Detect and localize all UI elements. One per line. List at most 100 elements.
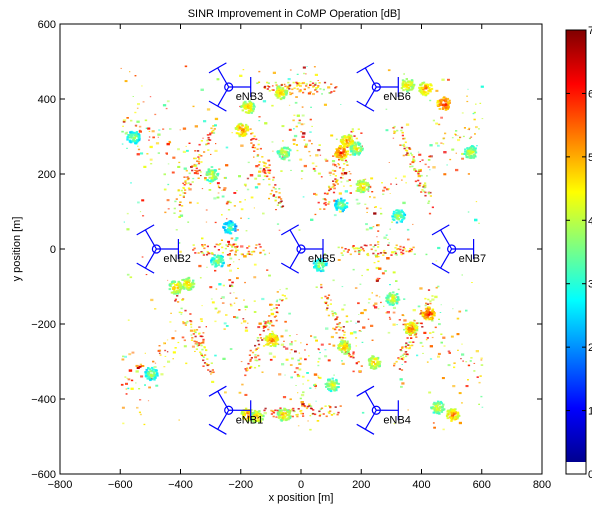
heatmap-cell: [274, 409, 277, 412]
heatmap-cell: [281, 156, 284, 158]
heatmap-cell: [332, 344, 336, 347]
heatmap-cell: [288, 335, 291, 337]
heatmap-hotspot-cell: [244, 123, 248, 126]
heatmap-hotspot-cell: [207, 170, 211, 173]
heatmap-cell: [142, 215, 145, 217]
heatmap-cell: [332, 155, 335, 157]
heatmap-hotspot-cell: [401, 210, 404, 213]
heatmap-hotspot-cell: [241, 412, 244, 414]
heatmap-hotspot-cell: [392, 294, 395, 297]
heatmap-cell: [275, 335, 278, 337]
heatmap-cell: [243, 320, 247, 323]
heatmap-cell: [370, 177, 374, 180]
heatmap-cell: [252, 137, 255, 140]
heatmap-cell: [177, 148, 180, 151]
heatmap-cell: [288, 312, 291, 315]
heatmap-cell: [345, 320, 349, 323]
heatmap-cell: [244, 368, 247, 370]
heatmap-cell: [253, 276, 257, 279]
heatmap-hotspot-cell: [284, 415, 287, 418]
heatmap-hotspot-cell: [213, 254, 216, 257]
heatmap-cell: [389, 284, 391, 286]
heatmap-hotspot-cell: [409, 88, 413, 91]
heatmap-hotspot-cell: [446, 97, 450, 100]
heatmap-cell: [414, 170, 417, 172]
heatmap-hotspot-cell: [324, 383, 327, 386]
heatmap-cell: [405, 347, 408, 349]
heatmap-hotspot-cell: [250, 103, 253, 105]
heatmap-hotspot-cell: [340, 349, 343, 352]
heatmap-hotspot-cell: [446, 410, 449, 413]
heatmap-cell: [262, 168, 266, 170]
station-label: eNB6: [383, 91, 411, 103]
heatmap-cell: [447, 364, 451, 367]
heatmap-hotspot-cell: [314, 262, 317, 265]
heatmap-cell: [419, 287, 423, 290]
heatmap-cell: [275, 84, 278, 86]
heatmap-cell: [352, 356, 355, 359]
heatmap-cell: [331, 312, 334, 315]
heatmap-cell: [280, 200, 283, 202]
heatmap-cell: [364, 178, 367, 180]
heatmap-cell: [177, 189, 180, 191]
heatmap-cell: [218, 187, 221, 189]
heatmap-cell: [244, 281, 246, 284]
heatmap-cell: [293, 371, 297, 373]
heatmap-cell: [253, 366, 257, 369]
heatmap-cell: [204, 178, 207, 181]
heatmap-hotspot-cell: [246, 412, 249, 415]
heatmap-cell: [262, 168, 266, 171]
heatmap-hotspot-cell: [283, 146, 287, 149]
heatmap-cell: [405, 123, 410, 126]
heatmap-cell: [154, 362, 157, 364]
heatmap-hotspot-cell: [322, 269, 325, 272]
heatmap-cell: [308, 355, 310, 357]
heatmap-cell: [352, 130, 355, 132]
heatmap-cell: [211, 252, 214, 254]
heatmap-cell: [352, 370, 355, 373]
heatmap-hotspot-cell: [242, 417, 246, 420]
heatmap-cell: [339, 405, 342, 407]
heatmap-hotspot-cell: [271, 333, 274, 336]
heatmap-hotspot-cell: [448, 99, 451, 102]
heatmap-cell: [259, 333, 262, 336]
heatmap-hotspot-cell: [470, 152, 473, 155]
heatmap-hotspot-cell: [226, 230, 229, 233]
heatmap-cell: [261, 156, 264, 158]
heatmap-cell: [261, 339, 264, 341]
heatmap-hotspot-cell: [343, 340, 346, 343]
heatmap-cell: [209, 286, 213, 289]
sector-antenna-panel: [208, 423, 227, 435]
heatmap-cell: [320, 283, 323, 286]
heatmap-hotspot-cell: [269, 335, 272, 338]
heatmap-cell: [377, 230, 380, 232]
heatmap-cell: [315, 87, 318, 89]
sector-antenna-panel: [208, 62, 227, 74]
heatmap-cell: [211, 263, 214, 266]
heatmap-cell: [406, 228, 410, 231]
heatmap-hotspot-cell: [176, 283, 179, 286]
heatmap-hotspot-cell: [224, 222, 227, 225]
heatmap-cell: [293, 128, 295, 130]
heatmap-cell: [415, 336, 418, 338]
heatmap-hotspot-cell: [206, 179, 209, 181]
heatmap-cell: [346, 180, 349, 183]
heatmap-cell: [294, 101, 298, 104]
heatmap-cell: [148, 130, 151, 132]
heatmap-hotspot-cell: [471, 148, 474, 151]
heatmap-hotspot-cell: [342, 148, 346, 151]
heatmap-cell: [304, 145, 308, 148]
colorbar-tick-label: 1: [588, 406, 592, 418]
heatmap-cell: [253, 300, 256, 302]
heatmap-cell: [175, 198, 178, 200]
heatmap-hotspot-cell: [399, 215, 403, 218]
heatmap-cell: [182, 321, 185, 323]
heatmap-cell: [261, 170, 265, 173]
heatmap-hotspot-cell: [351, 142, 355, 145]
heatmap-cell: [444, 132, 447, 135]
heatmap-cell: [250, 251, 253, 253]
heatmap-cell: [404, 351, 407, 353]
heatmap-cell: [476, 376, 479, 378]
heatmap-cell: [169, 128, 172, 130]
heatmap-cell: [387, 69, 391, 72]
